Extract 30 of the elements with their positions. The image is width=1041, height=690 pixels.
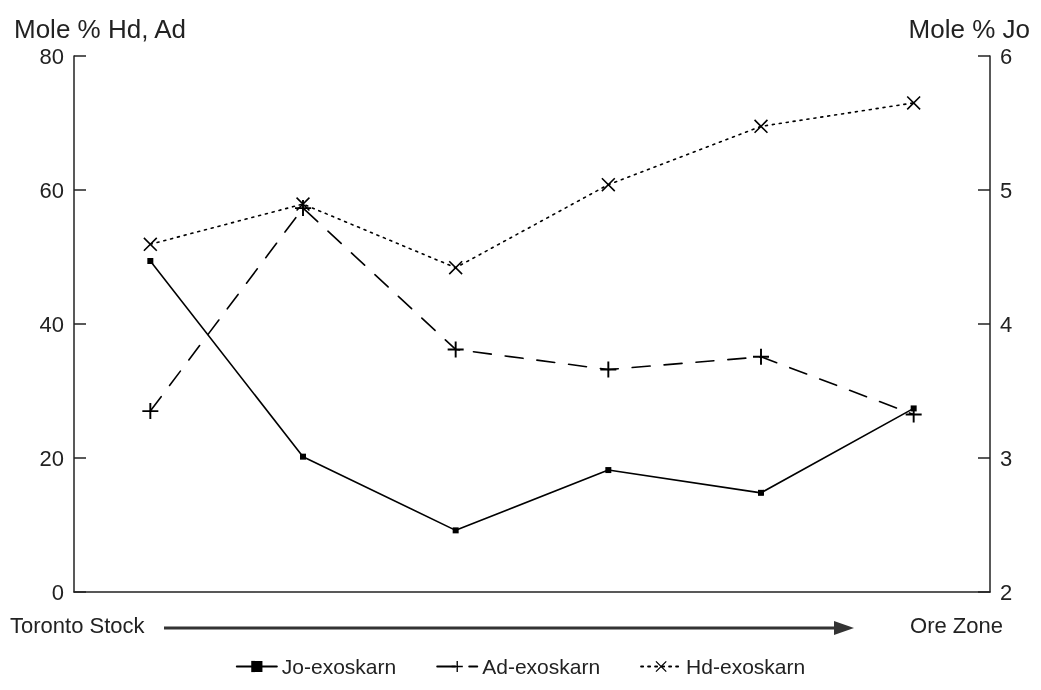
point bbox=[600, 361, 617, 378]
legend-label: Ad-exoskarn bbox=[482, 655, 601, 678]
point bbox=[143, 237, 158, 252]
y2-tick-label: 4 bbox=[1000, 311, 1013, 337]
legend-label: Jo-exoskarn bbox=[281, 655, 397, 678]
text: Toronto Stock bbox=[10, 612, 146, 638]
point bbox=[605, 467, 612, 474]
point bbox=[753, 348, 769, 365]
point bbox=[448, 260, 463, 275]
point bbox=[758, 489, 764, 496]
y2-tick-label: 5 bbox=[1000, 177, 1013, 203]
point bbox=[147, 258, 154, 265]
y-tick-label: 40 bbox=[39, 311, 64, 337]
text: Ore Zone bbox=[910, 612, 1004, 638]
y2-tick-label: 3 bbox=[1000, 445, 1013, 471]
y2-tick-label: 6 bbox=[1000, 43, 1013, 69]
y2-tick-label: 2 bbox=[1000, 579, 1013, 605]
y2-axis-title: Mole % Jo bbox=[908, 14, 1030, 44]
y-tick-label: 60 bbox=[39, 177, 64, 203]
y-axis-title: Mole % Hd, Ad bbox=[14, 14, 186, 44]
y-tick-label: 20 bbox=[39, 445, 64, 471]
y-tick-label: 0 bbox=[51, 579, 64, 605]
point bbox=[452, 527, 459, 534]
point bbox=[447, 341, 464, 358]
point bbox=[601, 177, 616, 192]
point bbox=[300, 453, 306, 460]
legend-label: Hd-exoskarn bbox=[686, 655, 806, 678]
point bbox=[142, 403, 159, 420]
point bbox=[296, 197, 310, 212]
y-tick-label: 80 bbox=[39, 43, 64, 69]
